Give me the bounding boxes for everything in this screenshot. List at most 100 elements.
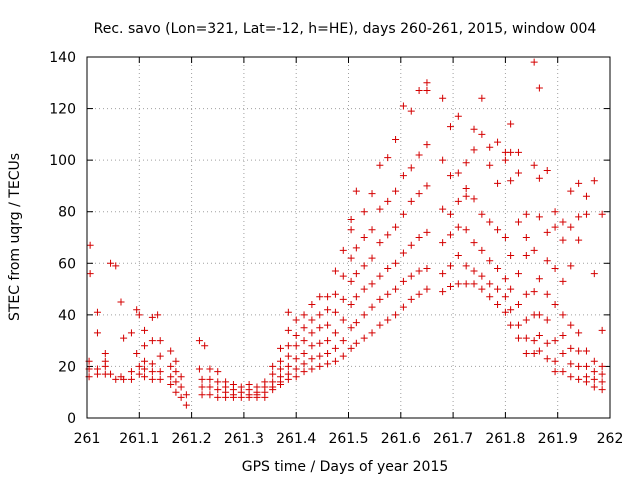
data-point <box>392 223 400 231</box>
data-point <box>141 342 149 350</box>
data-point <box>331 357 339 365</box>
data-point <box>522 210 530 218</box>
data-point <box>446 231 454 239</box>
data-point <box>339 246 347 254</box>
data-point <box>339 352 347 360</box>
data-point <box>582 378 590 386</box>
data-point <box>598 370 606 378</box>
y-tick-label: 20 <box>58 359 76 375</box>
data-point <box>575 347 583 355</box>
data-point <box>507 285 515 293</box>
data-point <box>331 329 339 337</box>
y-tick-label: 100 <box>49 153 76 169</box>
data-point <box>347 277 355 285</box>
data-point <box>292 355 300 363</box>
data-point <box>470 146 478 154</box>
data-point <box>590 177 598 185</box>
x-tick-label: 261.6 <box>381 431 421 447</box>
data-point <box>384 231 392 239</box>
data-point <box>559 277 567 285</box>
data-point <box>201 342 209 350</box>
data-point <box>360 208 368 216</box>
data-point <box>598 362 606 370</box>
data-point <box>360 262 368 270</box>
data-point <box>590 375 598 383</box>
data-point <box>277 365 285 373</box>
data-point <box>316 352 324 360</box>
data-point <box>530 337 538 345</box>
data-point <box>494 226 502 234</box>
data-point <box>415 190 423 198</box>
data-point <box>423 182 431 190</box>
data-point <box>339 337 347 345</box>
data-point <box>559 331 567 339</box>
x-tick-label: 261.4 <box>276 431 316 447</box>
data-point <box>324 293 332 301</box>
data-point <box>439 288 447 296</box>
grid <box>87 57 610 418</box>
plot-frame <box>86 56 611 419</box>
data-point <box>347 324 355 332</box>
data-point <box>559 311 567 319</box>
data-point <box>284 362 292 370</box>
data-point <box>567 321 575 329</box>
data-point <box>148 337 156 345</box>
data-point <box>141 365 149 373</box>
data-point <box>93 308 101 316</box>
data-point <box>360 234 368 241</box>
data-point <box>399 102 407 110</box>
data-point <box>384 316 392 324</box>
data-point <box>454 112 462 120</box>
data-point <box>543 316 551 324</box>
data-point <box>551 264 559 272</box>
data-point <box>470 125 478 133</box>
data-point <box>198 391 206 399</box>
data-point <box>172 378 180 386</box>
data-point <box>486 161 494 169</box>
data-point <box>598 386 606 394</box>
data-point <box>567 344 575 352</box>
data-point <box>245 393 253 401</box>
data-point <box>590 357 598 365</box>
data-point <box>478 246 486 254</box>
data-point <box>514 270 522 278</box>
data-point <box>507 120 515 128</box>
data-point <box>107 370 115 378</box>
data-point <box>415 267 423 275</box>
data-point <box>501 156 509 164</box>
data-point <box>86 241 94 249</box>
data-point <box>214 386 222 394</box>
data-point <box>316 324 324 332</box>
data-point <box>135 370 143 378</box>
data-point <box>308 329 316 337</box>
data-point <box>376 161 384 169</box>
data-point <box>198 383 206 391</box>
data-point <box>478 210 486 218</box>
data-point <box>376 272 384 280</box>
data-point <box>501 293 509 301</box>
data-point <box>300 311 308 319</box>
data-point <box>530 161 538 169</box>
data-point <box>156 368 164 376</box>
data-point <box>308 301 316 309</box>
data-point <box>590 383 598 391</box>
data-point <box>331 290 339 298</box>
y-tick-label: 40 <box>58 308 76 324</box>
data-point <box>423 141 431 149</box>
data-point <box>148 368 156 376</box>
data-point <box>284 352 292 360</box>
data-point <box>530 350 538 358</box>
x-tick-label: 261 <box>74 431 101 447</box>
data-point <box>352 319 360 327</box>
data-point <box>507 321 515 329</box>
data-point <box>478 94 486 102</box>
data-point <box>284 375 292 383</box>
data-point <box>575 213 583 221</box>
data-point <box>522 316 530 324</box>
data-point <box>148 360 156 368</box>
data-point <box>559 368 567 376</box>
data-point <box>300 324 308 332</box>
data-point <box>324 321 332 329</box>
data-point <box>376 205 384 213</box>
data-point <box>530 246 538 254</box>
